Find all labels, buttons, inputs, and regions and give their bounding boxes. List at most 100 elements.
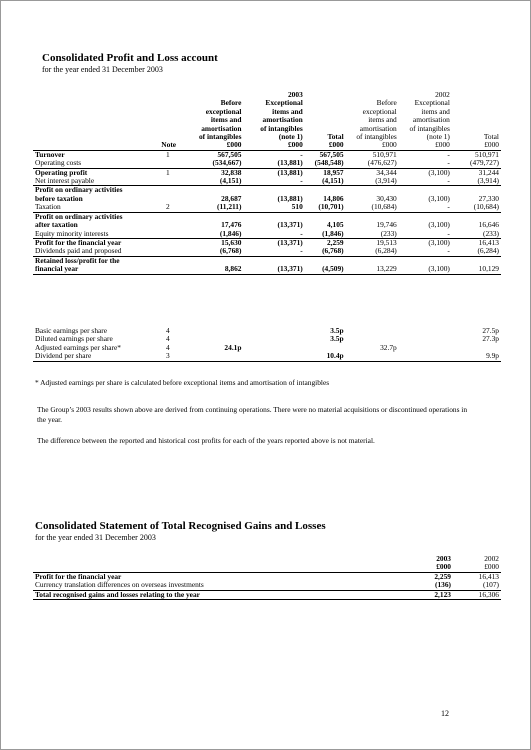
- before-2002-cell: 30,430: [345, 185, 399, 204]
- strgl-subtitle: for the year ended 31 December 2003: [35, 533, 156, 542]
- eps-label: Basic earnings per share: [35, 326, 108, 335]
- strgl-title: Consolidated Statement of Total Recognis…: [35, 520, 326, 532]
- exceptional-2003-cell: -: [300, 176, 303, 186]
- exceptional-2002-cell: (3,100): [398, 185, 452, 204]
- exceptional-header-line: of intangibles: [409, 123, 450, 133]
- eps-row: Diluted earnings per share 4 3.5p 27.3p: [33, 334, 501, 344]
- exceptional-2002-cell: (3,100): [398, 255, 452, 275]
- strgl-row: Profit for the financial year 2,259 16,413: [33, 571, 501, 582]
- total-2002-cell: 16,646: [451, 211, 501, 230]
- unit-header: £000: [328, 140, 344, 150]
- strgl-2002-cell: (107): [482, 580, 499, 590]
- note-cell: [158, 177, 178, 186]
- strgl-year-2003: 2003: [436, 554, 451, 563]
- note-cell: [157, 237, 179, 248]
- exceptional-2003-cell: (13,881): [277, 158, 303, 168]
- strgl-unit: £000: [436, 562, 451, 572]
- empty-cell: [243, 344, 304, 352]
- exceptional-2002-cell: (3,100): [398, 167, 452, 178]
- total-2003-cell: (10,701): [318, 202, 344, 212]
- pl-row: Dividends paid and proposed (6,768) - (6,76…: [33, 247, 501, 256]
- strgl-label: Total recognised gains and losses relati…: [33, 589, 405, 601]
- empty-cell: [399, 335, 452, 343]
- note-cell: 2: [166, 202, 170, 212]
- note-cell: [158, 159, 178, 168]
- eps-total-2002-cell: 9.9p: [451, 352, 501, 362]
- row-label: Retained loss/profit for the financial ye…: [33, 255, 158, 275]
- pl-row: Profit on ordinary activities before taxa…: [33, 185, 501, 204]
- before-2003-cell: (11,211): [217, 202, 242, 212]
- before-2002-cell: 34,344: [345, 167, 399, 178]
- pl-subtitle: for the year ended 31 December 2003: [42, 65, 163, 74]
- exceptional-2002-cell: -: [447, 246, 450, 256]
- total-2003-cell: (4,151): [322, 176, 344, 186]
- note-cell: [157, 255, 179, 275]
- strgl-2002-cell: 16,306: [453, 589, 501, 601]
- exceptional-2003-cell: (13,371): [243, 255, 305, 275]
- exceptional-2003-cell: (13,881): [243, 185, 305, 204]
- total-header: Total: [327, 132, 344, 142]
- row-label: Operating profit: [33, 167, 158, 178]
- before-2003-cell: 28,687: [178, 185, 244, 204]
- strgl-2003-cell: (136): [434, 580, 451, 590]
- row-label: Equity minority interests: [35, 228, 109, 238]
- before-2002-cell: 13,229: [345, 255, 399, 275]
- page-number: 12: [441, 709, 449, 718]
- total-2003-cell: 2,259: [304, 237, 346, 248]
- eps-footnote: * Adjusted earnings per share is calcula…: [35, 378, 330, 387]
- strgl-year-2002: 2002: [484, 554, 499, 563]
- total-2003-cell: 14,806: [304, 185, 346, 204]
- total-2003-cell: 18,957: [304, 167, 346, 178]
- unit-header: £000: [381, 140, 397, 150]
- total-2002-cell: (6,284): [477, 246, 499, 256]
- before-header-line: of intangibles: [356, 132, 397, 142]
- exceptional-2002-cell: -: [398, 149, 452, 160]
- before-header-line: items and: [368, 115, 397, 125]
- eps-before-2003-cell: [178, 352, 244, 362]
- strgl-row: Currency translation differences on over…: [33, 581, 501, 590]
- eps-before-2002-cell: [346, 327, 399, 335]
- eps-row: Adjusted earnings per share* 4 24.1p 32.7p: [33, 342, 501, 352]
- total-2002-cell: (233): [482, 228, 499, 238]
- strgl-2002-cell: 16,413: [453, 571, 501, 582]
- exceptional-header-line: of intangibles: [260, 123, 303, 133]
- before-header-line: exceptional: [362, 106, 397, 116]
- pl-row: Profit for the financial year 15,630 (13,3…: [33, 237, 501, 248]
- before-2002-cell: (476,627): [367, 158, 397, 168]
- total-2002-cell: (10,684): [473, 202, 499, 212]
- total-2002-cell: 510,971: [451, 149, 501, 160]
- before-2002-cell: (3,914): [375, 176, 397, 186]
- before-2003-cell: (534,667): [212, 158, 242, 168]
- pl-row: Taxation 2 (11,211) 510 (10,701) (10,684) - (10…: [33, 203, 501, 212]
- empty-cell: [399, 327, 452, 335]
- strgl-2003-cell: 2,123: [405, 589, 453, 601]
- eps-total-2002-cell: 27.3p: [482, 334, 499, 344]
- eps-label: Adjusted earnings per share*: [35, 342, 121, 352]
- before-2003-cell: (6,768): [219, 246, 242, 256]
- empty-cell: [399, 344, 452, 352]
- exceptional-2002-cell: -: [447, 228, 450, 238]
- before-header-line: of intangibles: [198, 132, 242, 142]
- before-2003-cell: 17,476: [178, 211, 244, 230]
- total-2003-cell: 4,105: [304, 211, 346, 230]
- note-cell: 3: [157, 352, 179, 362]
- row-label: Profit for the financial year: [33, 237, 158, 248]
- exceptional-header-line: (note 1): [278, 132, 303, 142]
- exceptional-header-line: (note 1): [426, 132, 450, 142]
- before-2003-cell: 567,505: [178, 149, 244, 160]
- before-header-line: items and: [210, 115, 242, 125]
- before-2003-cell: 8,862: [178, 255, 244, 275]
- exceptional-2003-cell: 510: [291, 202, 303, 212]
- note-cell: 4: [166, 334, 170, 344]
- unit-header: £000: [287, 140, 303, 150]
- before-2002-cell: (10,684): [371, 202, 397, 212]
- before-2002-cell: 19,513: [345, 237, 399, 248]
- exceptional-header-line: items and: [421, 106, 450, 116]
- exceptional-2003-cell: (13,371): [243, 237, 305, 248]
- empty-cell: [243, 335, 304, 343]
- note-cell: [157, 185, 179, 204]
- before-2003-cell: (4,151): [219, 176, 242, 186]
- eps-total-2002-cell: 27.5p: [482, 326, 499, 335]
- total-2003-cell: (4,509): [304, 255, 346, 275]
